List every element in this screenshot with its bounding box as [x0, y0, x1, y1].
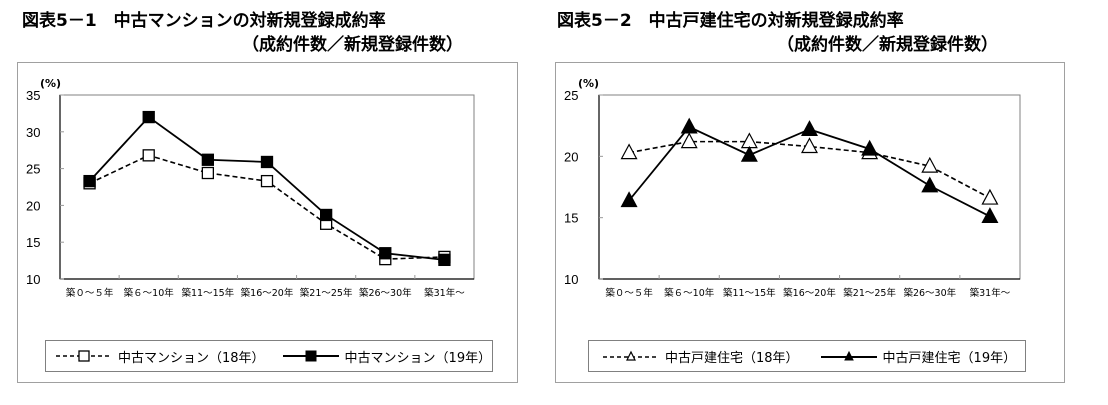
- chart2-frame: [555, 62, 1065, 383]
- open-square-marker: [260, 174, 274, 188]
- chart1-legend: 中古マンション（18年） 中古マンション（19年）: [45, 340, 493, 372]
- legend-filled-triangle-icon: [820, 350, 877, 361]
- x-category-label: 築０～５年: [66, 287, 114, 299]
- chart2-legend: 中古戸建住宅（18年） 中古戸建住宅（19年）: [588, 340, 1026, 372]
- filled-square-marker: [260, 155, 274, 169]
- y-tick-label: 10: [564, 272, 578, 287]
- legend-filled-square-icon: [282, 350, 339, 362]
- filled-square-marker: [201, 153, 215, 166]
- open-square-marker: [201, 166, 215, 180]
- x-category-label: 築16～20年: [783, 287, 836, 299]
- legend-label-18: 中古戸建住宅（18年）: [665, 350, 799, 366]
- filled-square-marker: [142, 110, 155, 124]
- x-category-label: 築11～15年: [182, 287, 235, 299]
- y-unit-label: (%): [40, 77, 61, 90]
- x-category-label: 築11～15年: [723, 287, 776, 299]
- open-triangle-marker: [921, 156, 939, 173]
- open-triangle-marker: [680, 132, 698, 149]
- filled-triangle-marker: [620, 191, 638, 208]
- legend-open-square-icon: [56, 350, 112, 362]
- legend-label-19: 中古マンション（19年）: [344, 350, 492, 366]
- x-category-label: 築０～５年: [605, 287, 653, 299]
- filled-triangle-marker: [680, 117, 698, 134]
- legend-label-18: 中古マンション（18年）: [118, 350, 265, 366]
- filled-triangle-marker: [800, 120, 819, 136]
- chart1-subtitle: （成約件数／新規登録件数）: [242, 35, 463, 55]
- filled-square-marker: [83, 174, 96, 188]
- x-category-label: 築６～10年: [124, 287, 175, 299]
- filled-triangle-marker: [981, 207, 999, 224]
- chart1-frame: [17, 62, 518, 383]
- y-tick-label: 30: [26, 125, 40, 140]
- chart1-title: 図表5－1 中古マンションの対新規登録成約率: [22, 11, 386, 31]
- x-category-label: 築16～20年: [241, 287, 294, 299]
- legend-label-19: 中古戸建住宅（19年）: [882, 350, 1017, 366]
- open-triangle-marker: [800, 137, 819, 154]
- legend-item-19: 中古戸建住宅（19年）: [820, 347, 1017, 366]
- y-tick-label: 15: [564, 211, 578, 226]
- open-triangle-marker: [740, 132, 758, 149]
- filled-triangle-marker: [921, 176, 939, 193]
- y-tick-label: 10: [26, 272, 40, 287]
- y-unit-label: (%): [578, 77, 599, 90]
- filled-triangle-marker: [740, 145, 758, 162]
- x-category-label: 築21～25年: [300, 287, 353, 299]
- filled-square-marker: [379, 247, 392, 260]
- open-triangle-marker: [981, 188, 999, 205]
- y-tick-label: 25: [26, 162, 40, 177]
- x-category-label: 築６～10年: [664, 287, 715, 299]
- y-tick-label: 15: [26, 235, 40, 250]
- x-category-label: 築26～30年: [903, 287, 956, 299]
- open-square-marker: [142, 149, 155, 162]
- y-tick-label: 35: [26, 88, 40, 103]
- y-tick-label: 25: [564, 88, 578, 103]
- legend-open-triangle-icon: [603, 350, 659, 361]
- legend-item-18: 中古戸建住宅（18年）: [603, 347, 799, 366]
- chart2-title: 図表5－2 中古戸建住宅の対新規登録成約率: [557, 11, 904, 31]
- x-category-label: 築31年～: [970, 287, 1011, 299]
- filled-triangle-marker: [861, 139, 879, 156]
- legend-item-19: 中古マンション（19年）: [282, 347, 492, 366]
- chart2-subtitle: （成約件数／新規登録件数）: [777, 35, 998, 55]
- y-tick-label: 20: [26, 198, 40, 213]
- open-triangle-marker: [620, 143, 638, 160]
- y-tick-label: 20: [564, 149, 578, 164]
- x-category-label: 築26～30年: [359, 287, 412, 299]
- legend-item-18: 中古マンション（18年）: [56, 347, 265, 366]
- filled-square-marker: [438, 253, 451, 267]
- filled-square-marker: [319, 208, 333, 222]
- x-category-label: 築21～25年: [843, 287, 896, 299]
- x-category-label: 築31年～: [424, 287, 465, 299]
